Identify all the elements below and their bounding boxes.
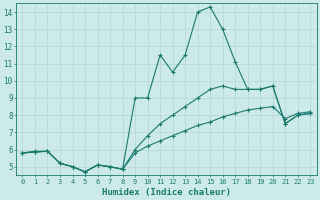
X-axis label: Humidex (Indice chaleur): Humidex (Indice chaleur): [102, 188, 231, 197]
